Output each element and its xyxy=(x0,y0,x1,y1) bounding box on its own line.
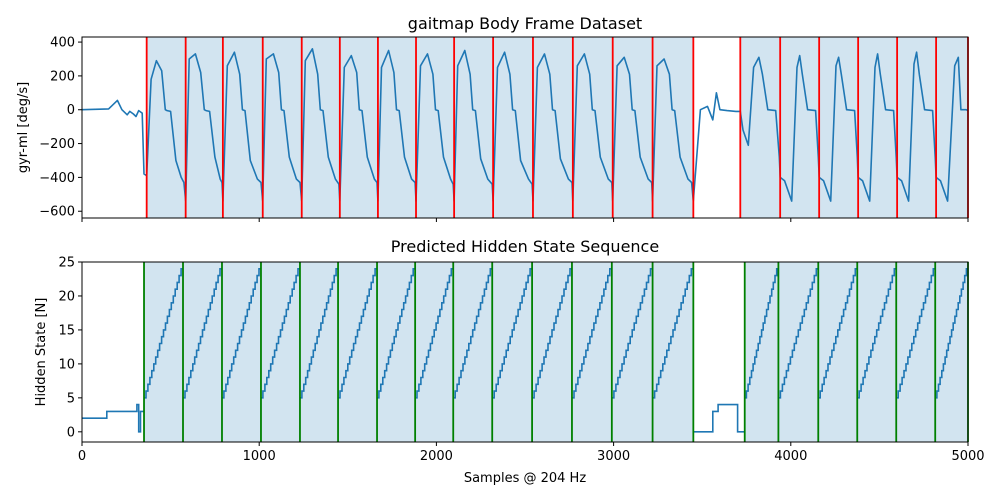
hidden-state-cycle-13 xyxy=(652,268,694,399)
hidden-state-cycle-2 xyxy=(222,268,261,399)
panel-top-ylabel: gyr-ml [deg/s] xyxy=(16,82,31,173)
y-tick-label: 0 xyxy=(67,103,75,118)
x-tick-label: 0 xyxy=(78,449,86,464)
panel-bottom-xlabel: Samples @ 204 Hz xyxy=(464,471,587,486)
y-tick-label: 20 xyxy=(58,289,75,304)
y-tick-label: 10 xyxy=(58,357,75,372)
y-tick-label: 5 xyxy=(67,391,75,406)
y-tick-label: −400 xyxy=(39,171,75,186)
hidden-state-cycle-6 xyxy=(377,268,416,399)
x-tick-label: 4000 xyxy=(774,449,807,464)
x-tick-label: 2000 xyxy=(420,449,453,464)
x-tick-label: 5000 xyxy=(951,449,984,464)
hidden-state-cycle-19 xyxy=(935,268,968,399)
hidden-state-cycle-10 xyxy=(532,268,572,399)
panel-bottom: Predicted Hidden State Sequence 25 20 15 10… xyxy=(34,237,985,486)
y-tick-label: −200 xyxy=(39,137,75,152)
hidden-state-cycle-0 xyxy=(144,268,183,399)
panel-bottom-title: Predicted Hidden State Sequence xyxy=(391,237,659,256)
hidden-state-cycle-14 xyxy=(744,268,779,399)
shaded-region-1 xyxy=(740,37,968,218)
hidden-state-cycle-16 xyxy=(818,268,858,399)
hidden-state-cycle-4 xyxy=(300,268,339,399)
gyr-ml-series-line xyxy=(81,48,969,202)
y-tick-label: 25 xyxy=(58,256,75,271)
panel-top-frame xyxy=(81,36,969,219)
panel-bottom-frame xyxy=(81,261,969,443)
hidden-state-cycle-12 xyxy=(611,268,653,399)
y-tick-label: −600 xyxy=(39,205,75,220)
hidden-state-cycle-17 xyxy=(857,268,897,399)
hidden-state-cycle-7 xyxy=(415,268,454,399)
y-tick-label: 200 xyxy=(50,69,75,84)
panel-bottom-ylabel: Hidden State [N] xyxy=(34,298,49,407)
hidden-state-line-start xyxy=(82,403,144,433)
panel-top-title: gaitmap Body Frame Dataset xyxy=(408,14,642,33)
y-tick-label: 0 xyxy=(67,425,75,440)
y-tick-label: 400 xyxy=(50,36,75,51)
x-tick-label: 1000 xyxy=(243,449,276,464)
hidden-state-cycle-9 xyxy=(492,268,533,399)
hidden-state-cycle-11 xyxy=(572,268,612,399)
hidden-state-cycle-1 xyxy=(183,268,222,399)
hidden-state-cycle-3 xyxy=(261,268,300,399)
x-tick-label: 3000 xyxy=(597,449,630,464)
hidden-state-cycle-18 xyxy=(896,268,936,399)
hidden-state-line-gap xyxy=(693,403,745,433)
hidden-state-cycle-8 xyxy=(453,268,493,399)
hidden-state-cycle-15 xyxy=(778,268,819,399)
y-tick-label: 15 xyxy=(58,323,75,338)
hidden-state-cycle-5 xyxy=(338,268,377,399)
panel-top: gaitmap Body Frame Dataset 400 200 0 −200 −4… xyxy=(16,14,969,222)
